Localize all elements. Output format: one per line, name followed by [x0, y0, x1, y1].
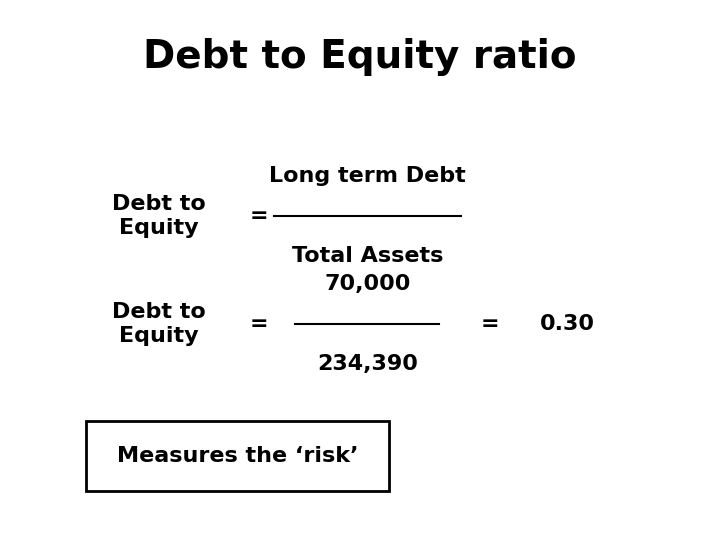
Text: Total Assets: Total Assets: [292, 246, 443, 266]
Text: =: =: [250, 314, 269, 334]
Text: Measures the ‘risk’: Measures the ‘risk’: [117, 446, 359, 467]
Text: Debt to
Equity: Debt to Equity: [112, 302, 205, 346]
Text: Debt to Equity ratio: Debt to Equity ratio: [143, 38, 577, 76]
Text: Long term Debt: Long term Debt: [269, 166, 466, 186]
Text: 234,390: 234,390: [317, 354, 418, 374]
Text: =: =: [250, 206, 269, 226]
Text: 70,000: 70,000: [324, 274, 410, 294]
Text: Debt to
Equity: Debt to Equity: [112, 194, 205, 238]
Text: =: =: [480, 314, 499, 334]
Text: 0.30: 0.30: [540, 314, 595, 334]
